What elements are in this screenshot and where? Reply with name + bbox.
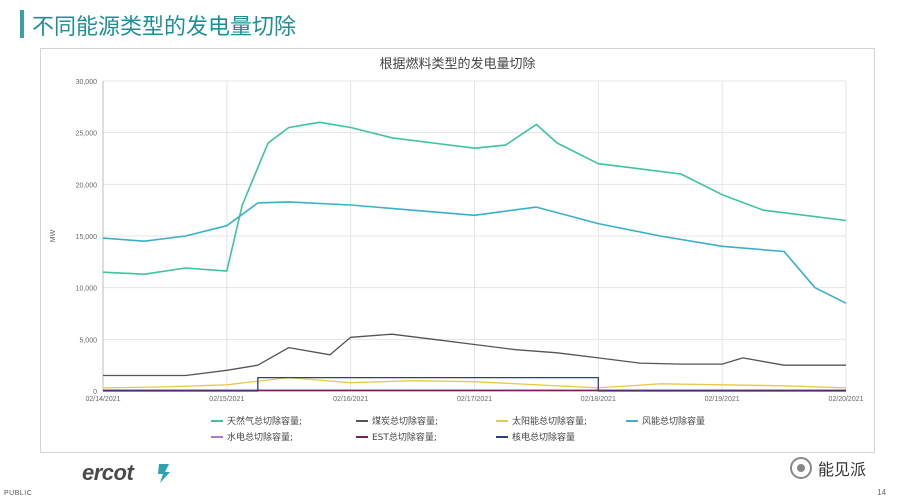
x-tick-label: 02/16/2021: [333, 396, 368, 403]
chart-title: 根据燃料类型的发电量切除: [379, 57, 536, 72]
classification-label: PUBLIC: [4, 490, 33, 497]
legend-label: 太阳能总切除容量;: [512, 415, 587, 427]
series-line-2: [102, 376, 847, 389]
chart-frame: 根据燃料类型的发电量切除 0 5,000 10,000 15,000 20,000 25,…: [40, 48, 875, 453]
title-accent-bar: [20, 10, 24, 38]
x-tick-label: 02/20/2021: [828, 396, 863, 403]
line-chart: 0 5,000 10,000 15,000 20,000 25,000 30,000 02/1…: [50, 79, 864, 443]
watermark-text: 能见派: [818, 460, 867, 479]
series-line-0: [102, 121, 847, 275]
legend-label: 核电总切除容量: [512, 431, 575, 443]
x-tick-label: 02/17/2021: [457, 396, 492, 403]
legend-label: 煤炭总切除容量;: [372, 415, 438, 427]
series-line-6: [103, 376, 846, 392]
legend-label: 水电总切除容量;: [227, 431, 293, 443]
wechat-icon: [790, 457, 812, 479]
series-line-1: [103, 333, 846, 377]
page-number: 14: [877, 488, 886, 497]
legend-label: EST总切除容量;: [372, 431, 437, 443]
slide-title: 不同能源类型的发电量切除: [32, 15, 297, 40]
y-axis-label: MW: [50, 229, 57, 242]
ercot-logo-mark-icon: [158, 464, 170, 483]
y-tick-label: 15,000: [76, 234, 98, 241]
x-tick-label: 02/15/2021: [209, 396, 244, 403]
x-tick-label: 02/14/2021: [85, 396, 120, 403]
x-tick-label: 02/19/2021: [705, 396, 740, 403]
x-tick-label: 02/18/2021: [581, 396, 616, 403]
legend-label: 天然气总切除容量;: [227, 415, 302, 427]
y-tick-label: 0: [93, 389, 97, 396]
ercot-logo: ercot: [82, 460, 134, 485]
series-line-3: [102, 201, 847, 304]
watermark: 能见派: [790, 456, 866, 480]
y-tick-label: 10,000: [76, 286, 98, 293]
y-tick-label: 5,000: [79, 337, 97, 344]
y-tick-label: 20,000: [76, 182, 98, 189]
legend-label: 风能总切除容量: [642, 415, 705, 427]
y-tick-label: 30,000: [76, 79, 98, 86]
y-tick-label: 25,000: [76, 131, 98, 138]
